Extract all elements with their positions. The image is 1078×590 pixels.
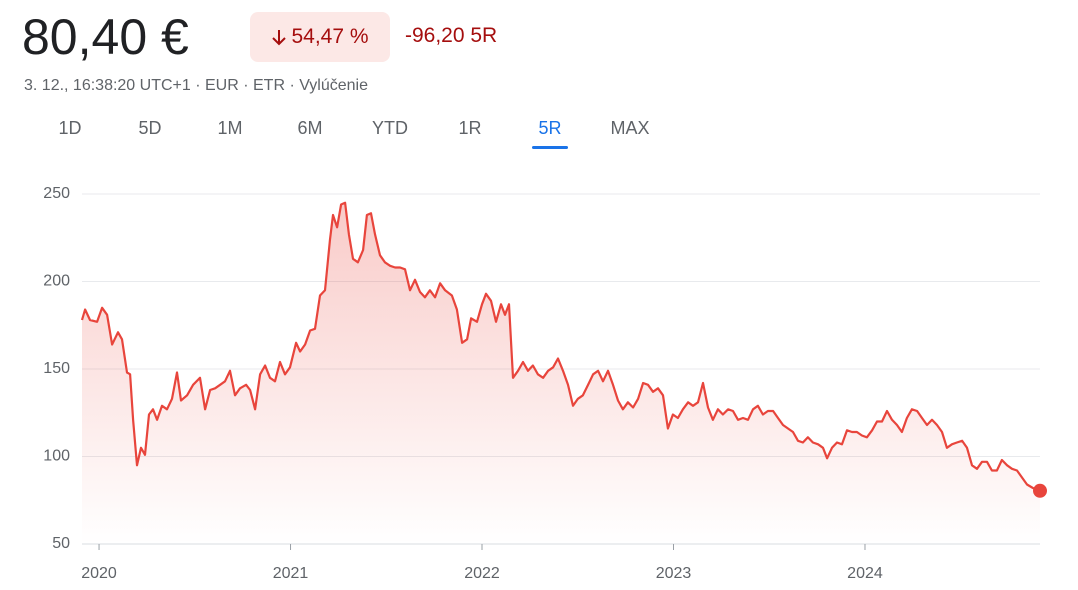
x-tick-label: 2021 [273, 565, 309, 582]
range-tabs: 1D 5D 1M 6M YTD 1R 5R MAX [30, 118, 670, 149]
range-tab[interactable]: 1D [58, 118, 82, 138]
y-tick-label: 250 [43, 185, 70, 202]
subtitle: 3. 12., 16:38:20 UTC+1 · EUR · ETR · Vyl… [24, 77, 368, 94]
price-area [82, 202, 1040, 545]
y-tick-label: 150 [43, 360, 70, 377]
x-tick-label: 2024 [847, 565, 883, 582]
x-tick-label: 2023 [656, 565, 692, 582]
last-point [1033, 483, 1047, 498]
y-tick-label: 100 [43, 448, 70, 465]
y-tick-label: 50 [52, 535, 70, 552]
price: 80,40 € [22, 9, 189, 65]
range-tab[interactable]: YTD [372, 118, 408, 138]
range-tab[interactable]: 1R [458, 118, 482, 138]
range-tab[interactable]: 5D [138, 118, 162, 138]
change-badge: 54,47 % [250, 12, 390, 62]
change-value: -96,20 5R [405, 24, 498, 47]
x-tick-label: 2022 [464, 565, 500, 582]
down-arrow-icon [272, 30, 287, 46]
range-tab[interactable]: 1M [217, 118, 243, 138]
price-line [80, 201, 1041, 492]
range-tab[interactable]: 5R [510, 118, 590, 149]
x-tick-label: 2020 [81, 565, 117, 582]
y-tick-label: 200 [43, 273, 70, 290]
range-tab[interactable]: 6M [297, 118, 323, 138]
range-tab[interactable]: MAX [610, 118, 650, 138]
change-percent: 54,47 % [291, 25, 369, 48]
